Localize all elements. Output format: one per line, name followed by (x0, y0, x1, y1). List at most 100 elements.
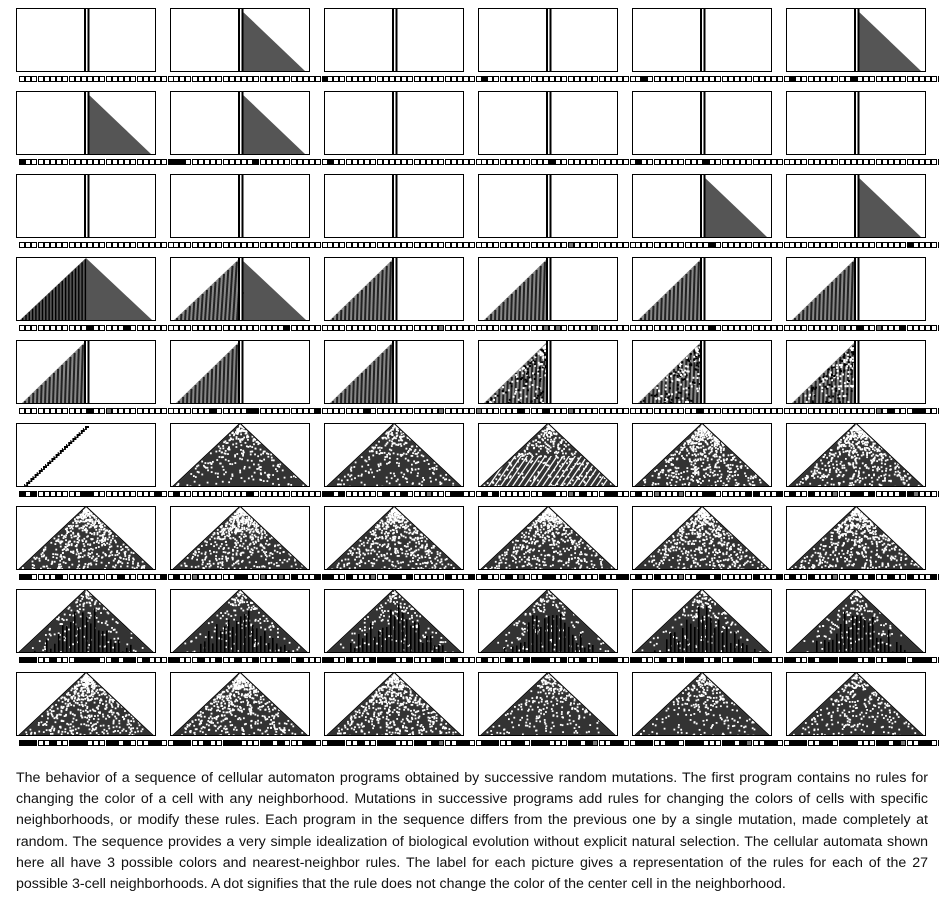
rule-cell (672, 574, 679, 580)
rule-cell (87, 159, 94, 165)
rule-cell (586, 740, 593, 746)
rule-cell (179, 159, 186, 165)
rule-cell (43, 242, 50, 248)
automaton-evolution-pattern (700, 175, 767, 237)
rule-cell (259, 740, 266, 746)
rule-cell (789, 740, 795, 746)
rule-cell (524, 657, 531, 663)
rule-cell (136, 574, 143, 580)
rule-cell (894, 325, 901, 331)
rule-cell (573, 491, 580, 497)
rule-cell (740, 325, 747, 331)
rule-cell (777, 242, 784, 248)
rule-cell (641, 491, 648, 497)
rule-cell (764, 159, 771, 165)
rule-cell (401, 408, 408, 414)
rule-cell (31, 491, 38, 497)
rule-cell (746, 574, 753, 580)
rule-cell (665, 657, 672, 663)
rule-cell (801, 657, 808, 663)
rule-cell (382, 574, 389, 580)
rule-cell (179, 325, 186, 331)
rule-cell (659, 491, 666, 497)
rule-cell (900, 491, 907, 497)
automaton-evolution-frame (324, 8, 464, 72)
rule-label-strip (19, 574, 186, 580)
rule-cell (672, 491, 679, 497)
rule-cell (111, 740, 118, 746)
rule-cell (302, 159, 309, 165)
rule-cell (87, 574, 94, 580)
automaton-evolution-pattern (854, 175, 921, 237)
rule-cell (746, 76, 753, 82)
rule-cell (87, 408, 94, 414)
rule-cell (542, 325, 549, 331)
rule-label-strip (327, 76, 494, 82)
rule-cell (900, 325, 907, 331)
rule-cell (376, 76, 383, 82)
automaton-evolution-frame (786, 589, 926, 653)
rule-cell (653, 491, 660, 497)
rule-cell (715, 325, 722, 331)
rule-cell (302, 740, 309, 746)
rule-cell (672, 242, 679, 248)
rule-cell (216, 242, 223, 248)
rule-cell (351, 657, 358, 663)
rule-cell (604, 657, 611, 663)
rule-cell (586, 325, 593, 331)
rule-cell (881, 159, 888, 165)
rule-cell (376, 574, 383, 580)
rule-cell (203, 76, 210, 82)
rule-cell (265, 491, 272, 497)
rule-cell (925, 491, 932, 497)
rule-cell (925, 408, 932, 414)
rule-cell (432, 491, 439, 497)
rule-cell (586, 657, 593, 663)
automaton-evolution-pattern (854, 9, 921, 71)
rule-cell (888, 325, 894, 331)
rule-cell (339, 657, 346, 663)
rule-cell (493, 76, 500, 82)
rule-cell (444, 408, 451, 414)
rule-cell (518, 491, 525, 497)
rule-cell (62, 408, 69, 414)
automaton-evolution-pattern (480, 673, 616, 735)
rule-label-strip (327, 740, 494, 746)
rule-cell (672, 159, 679, 165)
rule-cell (801, 491, 808, 497)
automaton-evolution-frame (170, 340, 310, 404)
rule-cell (259, 491, 266, 497)
rule-cell (598, 76, 605, 82)
rule-cell (617, 76, 624, 82)
rule-cell (124, 325, 131, 331)
rule-cell (130, 242, 137, 248)
rule-cell (573, 574, 580, 580)
automaton-evolution-frame (632, 340, 772, 404)
automaton-panel (786, 257, 939, 337)
rule-cell (918, 325, 925, 331)
rule-label-strip (635, 657, 802, 663)
rule-cell (838, 574, 845, 580)
rule-cell (518, 740, 525, 746)
rule-cell (265, 574, 272, 580)
rule-cell (74, 159, 81, 165)
rule-cell (505, 408, 512, 414)
rule-cell (561, 491, 568, 497)
rule-cell (481, 657, 487, 663)
rule-cell (419, 740, 426, 746)
rule-cell (222, 408, 229, 414)
rule-cell (142, 740, 149, 746)
rule-cell (727, 491, 734, 497)
rule-cell (87, 657, 94, 663)
rule-cell (746, 242, 753, 248)
rule-cell (635, 491, 641, 497)
rule-cell (536, 408, 543, 414)
rule-cell (721, 740, 728, 746)
rule-cell (357, 491, 364, 497)
rule-cell (278, 657, 285, 663)
rule-cell (635, 657, 641, 663)
rule-cell (518, 159, 525, 165)
rule-cell (678, 242, 685, 248)
rule-cell (130, 740, 137, 746)
rule-cell (617, 408, 624, 414)
